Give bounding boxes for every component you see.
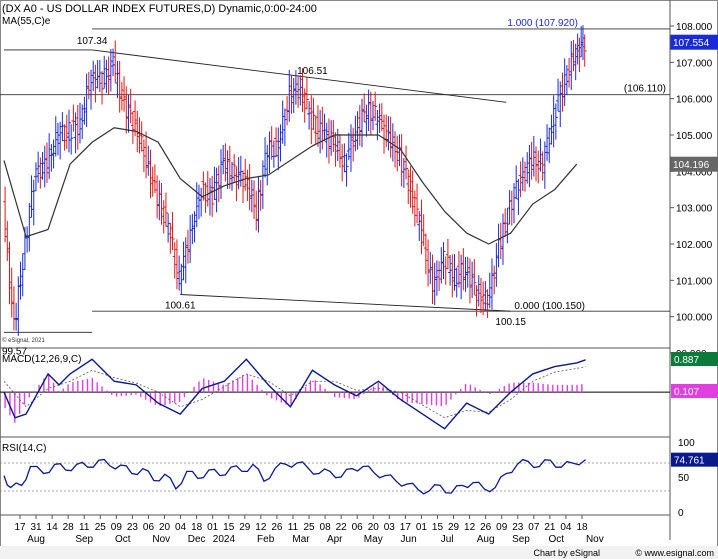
day-label: 22 (336, 522, 348, 533)
macd-label: MACD(12,26,9,C) (2, 354, 81, 365)
month-label: Jun (401, 534, 417, 545)
day-label: 09 (496, 522, 508, 533)
price-annotation: 100.61 (165, 301, 196, 312)
month-label: 2024 (213, 534, 236, 545)
macd-value-box (671, 352, 718, 366)
day-label: 20 (368, 522, 380, 533)
price-annotation: 100.15 (495, 317, 526, 328)
moving-average-line (3, 127, 578, 245)
trendline-upper (92, 49, 507, 103)
day-label: 12 (255, 522, 267, 533)
macd-signal-value: 0.107 (674, 387, 699, 398)
ma-value-label: 104.196 (673, 160, 710, 171)
day-label: 23 (512, 522, 524, 533)
day-label: 06 (143, 522, 155, 533)
month-label: Apr (327, 534, 343, 545)
price-tick-label: 108.000 (676, 22, 713, 33)
rsi-tick-label: 50 (678, 473, 690, 484)
day-label: 29 (448, 522, 460, 533)
day-label: 18 (576, 522, 588, 533)
day-label: 26 (271, 522, 283, 533)
day-label: 09 (111, 522, 123, 533)
rsi-value-box (671, 452, 718, 467)
day-label: 25 (303, 522, 315, 533)
day-label: 01 (416, 522, 428, 533)
day-label: 11 (79, 522, 90, 533)
day-label: 14 (47, 522, 59, 533)
fib-label: 0.000 (100.150) (514, 301, 585, 312)
day-label: 25 (95, 522, 107, 533)
fib-label: 1.000 (107.920) (507, 18, 578, 29)
copyright: © eSignal, 2021 (2, 337, 45, 344)
price-tick-label: 100.000 (676, 313, 713, 324)
day-label: 17 (14, 522, 26, 533)
day-label: 06 (352, 522, 364, 533)
month-label: Aug (27, 534, 45, 545)
day-label: 08 (320, 522, 332, 533)
day-label: 07 (528, 522, 540, 533)
month-label: Sep (75, 534, 93, 545)
rsi-value: 74.761 (674, 456, 705, 467)
price-tick-label: 105.000 (676, 131, 713, 142)
rsi-tick-label: 100 (678, 438, 695, 449)
level-label: (106.110) (624, 84, 666, 95)
month-label: Dec (188, 534, 206, 545)
price-annotation: 106.51 (297, 66, 328, 77)
day-label: 01 (207, 522, 219, 533)
price-tick-label: 102.000 (676, 240, 713, 251)
macd-signal-box (671, 384, 718, 398)
day-label: 17 (400, 522, 412, 533)
day-label: 31 (30, 522, 42, 533)
price-annotation: 99.57 (2, 346, 27, 357)
rsi-line (3, 458, 586, 495)
month-label: Feb (257, 534, 275, 545)
month-label: Aug (477, 534, 495, 545)
day-label: 20 (159, 522, 171, 533)
day-label: 12 (464, 522, 476, 533)
month-label: Sep (512, 534, 530, 545)
price-tick-label: 101.000 (676, 276, 713, 287)
month-label: Mar (292, 534, 310, 545)
footer-bar (0, 546, 718, 559)
day-label: 21 (544, 522, 556, 533)
month-label: May (364, 534, 383, 545)
day-label: 29 (239, 522, 251, 533)
month-label: Oct (115, 534, 131, 545)
day-label: 03 (384, 522, 396, 533)
price-tick-label: 103.000 (676, 204, 713, 215)
macd-line (3, 358, 586, 430)
month-label: Oct (549, 534, 565, 545)
day-label: 23 (127, 522, 139, 533)
macd-value: 0.887 (674, 355, 699, 366)
price-tick-label: 106.000 (676, 95, 713, 106)
macd-signal-line (3, 366, 586, 419)
price-tick-label: 107.000 (676, 58, 713, 69)
day-label: 26 (480, 522, 492, 533)
month-label: Jul (441, 534, 454, 545)
day-label: 28 (63, 522, 75, 533)
month-label: Nov (586, 534, 604, 545)
day-label: 04 (560, 522, 572, 533)
last-price-label: 107.554 (673, 38, 710, 49)
price-annotation: 107.34 (77, 36, 108, 47)
footer-source: Chart by eSignal (533, 548, 600, 558)
rsi-label: RSI(14,C) (2, 443, 46, 454)
day-label: 04 (175, 522, 187, 533)
last-price-label-box (670, 34, 718, 50)
footer-logo: © www.esignal.com (635, 548, 714, 558)
day-label: 15 (432, 522, 444, 533)
day-label: 18 (191, 522, 203, 533)
day-label: 11 (288, 522, 299, 533)
chart-title: (DX A0 - US DOLLAR INDEX FUTURES,D) Dyna… (2, 3, 317, 15)
trendline-lower (180, 294, 511, 312)
rsi-tick-label: 0 (678, 508, 684, 519)
month-label: Nov (152, 534, 170, 545)
price-tick-label: 104.000 (676, 167, 713, 178)
ma-value-label-box (670, 156, 718, 172)
ma-label: MA(55,C)e (2, 16, 51, 27)
day-label: 15 (223, 522, 235, 533)
